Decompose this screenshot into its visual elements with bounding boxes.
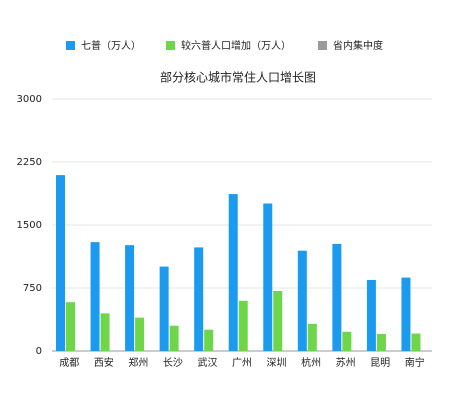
legend-label: 较六普人口增加（万人）: [181, 39, 291, 52]
bar: [125, 245, 135, 351]
bar: [307, 323, 317, 351]
bar: [204, 329, 214, 351]
bar: [194, 247, 204, 351]
legend-label: 七普（万人）: [81, 39, 141, 52]
bar: [273, 291, 283, 351]
x-tick-label: 昆明: [370, 357, 390, 369]
bar: [366, 279, 376, 351]
x-tick-label: 苏州: [336, 356, 356, 369]
bar: [169, 325, 179, 351]
bar: [376, 333, 386, 351]
bar: [297, 250, 307, 351]
bar: [238, 300, 248, 351]
legend-swatch: [166, 41, 175, 50]
bar: [228, 194, 238, 351]
y-tick-label: 1500: [17, 220, 42, 231]
chart-title: 部分核心城市常住人口增长图: [160, 70, 316, 85]
bar: [135, 317, 145, 351]
bar: [401, 277, 411, 351]
x-tick-label: 武汉: [197, 356, 217, 369]
bar: [332, 243, 342, 351]
x-tick-label: 郑州: [128, 356, 148, 369]
bar: [100, 313, 110, 351]
y-tick-label: 3000: [17, 94, 42, 105]
y-tick-label: 750: [23, 283, 42, 294]
x-tick-label: 成都: [59, 357, 79, 369]
x-tick-label: 广州: [232, 357, 252, 369]
x-tick-label: 长沙: [163, 357, 183, 369]
bar: [263, 203, 273, 351]
x-tick-label: 西安: [94, 356, 114, 369]
y-tick-label: 0: [36, 346, 42, 357]
bar: [411, 333, 421, 351]
x-tick-label: 深圳: [267, 357, 287, 369]
bar: [66, 302, 75, 351]
x-tick-label: 南宁: [405, 356, 425, 369]
legend-label: 省内集中度: [333, 39, 383, 52]
bar: [342, 331, 352, 351]
bar: [159, 266, 169, 351]
bar: [90, 242, 100, 351]
x-tick-label: 杭州: [301, 356, 321, 369]
legend-swatch: [318, 41, 327, 50]
legend-swatch: [66, 41, 75, 50]
y-tick-label: 2250: [17, 157, 42, 168]
bar: [56, 175, 65, 351]
